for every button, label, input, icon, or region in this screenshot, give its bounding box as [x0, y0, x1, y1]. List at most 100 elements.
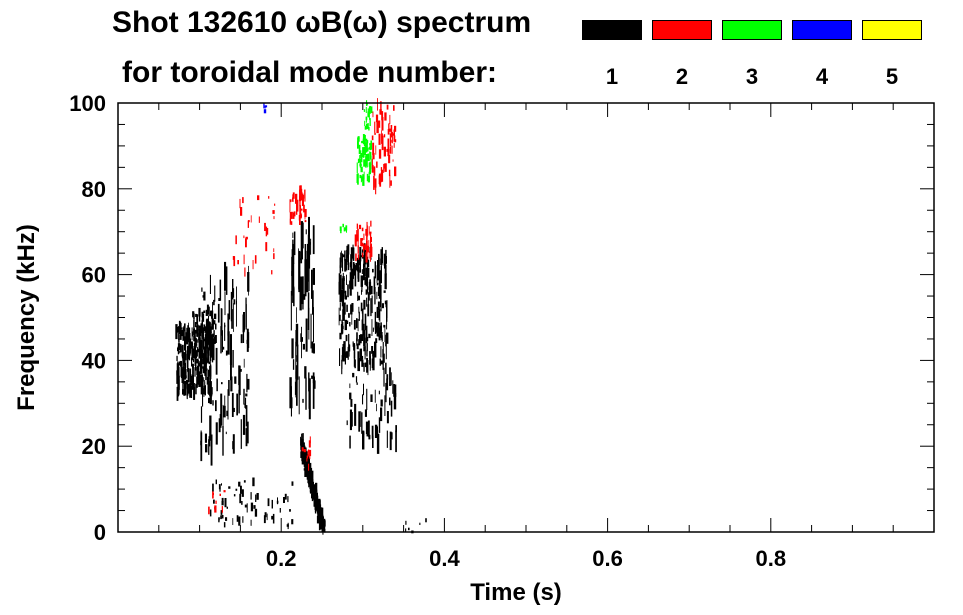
spectrum-streak	[369, 161, 371, 169]
spectrum-streak	[214, 285, 216, 302]
spectrum-streak	[307, 465, 309, 476]
spectrum-streak	[242, 414, 246, 435]
spectrum-streak	[187, 329, 189, 343]
spectrum-streak	[393, 142, 395, 148]
spectrum-streak	[215, 335, 217, 343]
spectrum-streak	[221, 483, 222, 486]
spectrum-streak	[385, 249, 387, 263]
spectrum-streak	[233, 299, 236, 305]
spectrum-streak	[238, 516, 241, 526]
spectrum-streak	[367, 293, 369, 306]
spectrum-streak	[244, 504, 247, 508]
spectrum-streak	[383, 146, 386, 157]
spectrum-streak	[383, 353, 385, 363]
spectrum-streak	[358, 295, 360, 301]
spectrum-streak	[296, 203, 298, 215]
spectrum-streak	[204, 385, 206, 396]
legend-label-mode-3: 3	[745, 64, 759, 89]
spectrum-streak	[311, 495, 313, 499]
spectrum-streak	[347, 346, 349, 360]
spectrum-streak	[351, 313, 353, 325]
spectrum-streak	[237, 260, 239, 265]
spectrum-streak	[318, 509, 320, 515]
spectrum-streak	[378, 310, 380, 321]
spectrum-streak	[352, 372, 355, 378]
mode-2-feature	[354, 220, 373, 263]
spectrum-streak	[315, 482, 318, 493]
spectrum-streak	[392, 159, 394, 162]
spectrum-streak	[302, 276, 304, 310]
spectrum-streak	[354, 359, 356, 369]
spectrum-streak	[222, 426, 224, 456]
spectrum-streak	[303, 449, 306, 453]
spectrum-streak	[356, 234, 359, 242]
spectrum-streak	[218, 517, 220, 521]
spectrum-streak	[304, 208, 306, 220]
spectrum-streak	[309, 436, 311, 444]
spectrum-streak	[377, 301, 380, 311]
spectrum-streak	[293, 231, 296, 256]
spectrum-streak	[226, 506, 228, 509]
spectrum-streak	[339, 348, 341, 366]
spectrum-streak	[263, 515, 266, 524]
spectrum-streak	[394, 139, 397, 143]
legend-swatch-mode-4	[792, 20, 852, 40]
spectrum-streak	[194, 354, 197, 366]
spectrum-streak	[357, 173, 359, 185]
spectrum-streak	[226, 266, 228, 295]
spectrum-streak	[366, 123, 369, 130]
spectrum-streak	[366, 235, 368, 247]
spectrum-streak	[372, 327, 374, 332]
spectrum-streak	[247, 220, 249, 228]
spectrum-streak	[300, 439, 302, 450]
spectrum-streak	[246, 421, 249, 444]
spectrum-streak	[302, 450, 305, 462]
spectrum-streak	[212, 400, 214, 406]
spectrum-streak	[381, 135, 384, 149]
spectrum-streak	[380, 101, 382, 115]
spectrum-streak	[374, 261, 376, 279]
spectrum-streak	[200, 323, 203, 331]
spectrum-streak	[389, 128, 392, 132]
spectrum-streak	[196, 325, 198, 337]
spectrum-streak	[256, 493, 259, 500]
spectrum-streak	[181, 345, 183, 357]
spectrum-streak	[390, 125, 393, 138]
y-tick-label: 60	[82, 263, 106, 288]
spectrum-streak	[200, 406, 203, 423]
spectrum-streak	[219, 493, 221, 496]
spectrum-streak	[339, 226, 342, 231]
spectrum-streak	[386, 374, 389, 380]
spectrum-streak	[323, 527, 324, 532]
spectrum-streak	[220, 326, 222, 354]
spectrum-streak	[366, 241, 368, 254]
spectrum-streak	[381, 117, 384, 131]
spectrum-streak	[292, 197, 293, 202]
spectrum-streak	[271, 515, 274, 520]
spectrum-streak	[199, 361, 201, 378]
spectrum-streak	[372, 152, 375, 160]
spectrum-streak	[310, 470, 313, 481]
spectrum-streak	[390, 400, 393, 417]
spectrum-streak	[304, 259, 307, 297]
spectrum-streak	[300, 208, 303, 211]
spectrum-streak	[363, 109, 366, 112]
spectrum-streak	[364, 279, 367, 285]
spectrum-streak	[213, 340, 215, 361]
spectrum-streak	[299, 196, 301, 207]
spectrum-streak	[215, 422, 218, 445]
spectrum-streak	[198, 339, 201, 343]
spectrum-streak	[312, 372, 315, 409]
spectrum-streak	[380, 294, 382, 308]
spectrum-streak	[291, 256, 294, 276]
spectrum-streak	[367, 123, 369, 129]
spectrum-streak	[312, 225, 315, 255]
spectrum-streak	[384, 254, 386, 268]
spectrum-streak	[349, 435, 351, 449]
y-tick-label: 100	[69, 91, 106, 116]
spectrum-streak	[264, 512, 267, 518]
spectrum-streak	[368, 126, 370, 131]
spectrum-streak	[271, 270, 273, 275]
spectrum-streak	[193, 328, 194, 336]
spectrum-streak	[339, 265, 341, 269]
